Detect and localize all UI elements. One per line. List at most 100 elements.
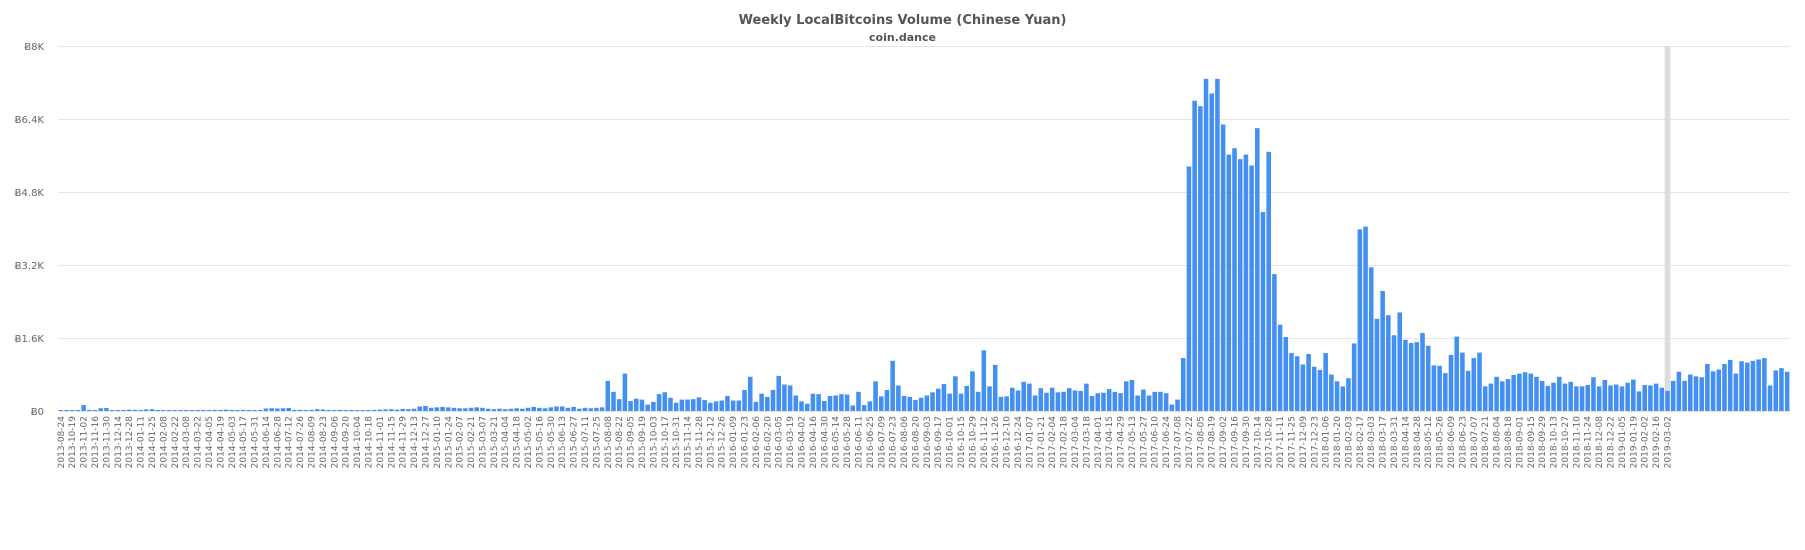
bar[interactable] xyxy=(770,390,776,411)
bar[interactable] xyxy=(1186,166,1192,411)
bar[interactable] xyxy=(1608,385,1613,411)
bar[interactable] xyxy=(502,409,508,411)
bar[interactable] xyxy=(1767,385,1773,411)
bar[interactable] xyxy=(1351,343,1357,411)
bar[interactable] xyxy=(759,393,764,411)
bar[interactable] xyxy=(913,400,918,411)
bar[interactable] xyxy=(1699,377,1704,411)
bar[interactable] xyxy=(189,410,195,411)
bar[interactable] xyxy=(747,376,753,411)
bar[interactable] xyxy=(229,409,235,411)
bar[interactable] xyxy=(782,384,787,411)
bar[interactable] xyxy=(1032,395,1038,411)
bar[interactable] xyxy=(366,410,371,411)
bar[interactable] xyxy=(696,397,702,411)
bar[interactable] xyxy=(1579,386,1585,411)
bar[interactable] xyxy=(1386,315,1391,411)
bar[interactable] xyxy=(1118,393,1123,411)
bar[interactable] xyxy=(520,408,525,411)
bar[interactable] xyxy=(1448,354,1454,411)
bar[interactable] xyxy=(1232,148,1237,411)
bar[interactable] xyxy=(161,410,166,411)
bar[interactable] xyxy=(1112,391,1118,411)
bar[interactable] xyxy=(400,408,405,411)
bar[interactable] xyxy=(1169,404,1175,411)
bar[interactable] xyxy=(873,381,878,411)
bar[interactable] xyxy=(884,390,890,411)
bar[interactable] xyxy=(1198,106,1203,411)
bar[interactable] xyxy=(1277,324,1283,411)
bar[interactable] xyxy=(218,410,223,411)
bar[interactable] xyxy=(514,408,519,411)
bar[interactable] xyxy=(474,407,480,411)
bar[interactable] xyxy=(1329,374,1334,412)
bar[interactable] xyxy=(1084,383,1089,411)
bar[interactable] xyxy=(343,410,348,411)
bar[interactable] xyxy=(1180,358,1186,411)
bar[interactable] xyxy=(98,408,104,411)
bar[interactable] xyxy=(1260,212,1266,411)
bar[interactable] xyxy=(303,410,309,411)
bar[interactable] xyxy=(1044,392,1049,411)
bar[interactable] xyxy=(1010,387,1015,411)
bar[interactable] xyxy=(685,399,690,411)
bar[interactable] xyxy=(611,391,616,411)
bar[interactable] xyxy=(1192,100,1197,411)
bar[interactable] xyxy=(394,409,400,411)
bar[interactable] xyxy=(149,409,155,411)
bar[interactable] xyxy=(320,409,326,411)
bar[interactable] xyxy=(588,408,593,411)
bar[interactable] xyxy=(827,395,833,411)
bar[interactable] xyxy=(1306,353,1311,411)
bar[interactable] xyxy=(497,408,502,411)
bar[interactable] xyxy=(559,406,565,411)
bar[interactable] xyxy=(639,399,645,411)
bar[interactable] xyxy=(1716,369,1722,411)
bar[interactable] xyxy=(941,384,947,411)
bar[interactable] xyxy=(1465,370,1471,411)
bar[interactable] xyxy=(206,410,212,411)
bar[interactable] xyxy=(599,407,605,411)
bar[interactable] xyxy=(92,410,98,411)
bar[interactable] xyxy=(896,385,901,411)
bar[interactable] xyxy=(998,396,1004,411)
bar[interactable] xyxy=(1317,369,1323,411)
bar[interactable] xyxy=(132,409,138,411)
bar[interactable] xyxy=(856,391,861,411)
bar[interactable] xyxy=(594,407,599,411)
bar[interactable] xyxy=(1727,359,1733,411)
bar[interactable] xyxy=(981,350,987,411)
bar[interactable] xyxy=(1311,366,1317,411)
bar[interactable] xyxy=(155,410,160,411)
bar[interactable] xyxy=(776,375,781,411)
bar[interactable] xyxy=(1237,159,1243,411)
bar[interactable] xyxy=(337,409,343,411)
bar[interactable] xyxy=(793,395,799,411)
bar[interactable] xyxy=(195,410,200,411)
bar[interactable] xyxy=(1517,373,1522,411)
bar[interactable] xyxy=(411,408,417,411)
bar[interactable] xyxy=(531,406,537,411)
bar[interactable] xyxy=(1380,291,1385,411)
bar[interactable] xyxy=(1505,379,1511,411)
bar[interactable] xyxy=(1739,361,1744,411)
bar[interactable] xyxy=(440,406,445,411)
bar[interactable] xyxy=(1374,318,1380,411)
bar[interactable] xyxy=(1625,382,1630,411)
bar[interactable] xyxy=(1414,342,1420,411)
bar[interactable] xyxy=(1078,390,1083,411)
bar[interactable] xyxy=(75,410,81,411)
bar[interactable] xyxy=(1038,388,1044,411)
bar[interactable] xyxy=(605,380,611,411)
bar[interactable] xyxy=(1249,165,1254,411)
bar[interactable] xyxy=(1095,393,1101,411)
bar[interactable] xyxy=(1163,393,1169,411)
bar[interactable] xyxy=(964,385,970,411)
bar[interactable] xyxy=(1141,389,1146,411)
bar[interactable] xyxy=(480,407,485,411)
bar[interactable] xyxy=(297,409,303,411)
bar[interactable] xyxy=(1408,343,1414,411)
bar[interactable] xyxy=(121,410,126,411)
bar[interactable] xyxy=(58,410,64,411)
bar[interactable] xyxy=(1556,376,1562,411)
